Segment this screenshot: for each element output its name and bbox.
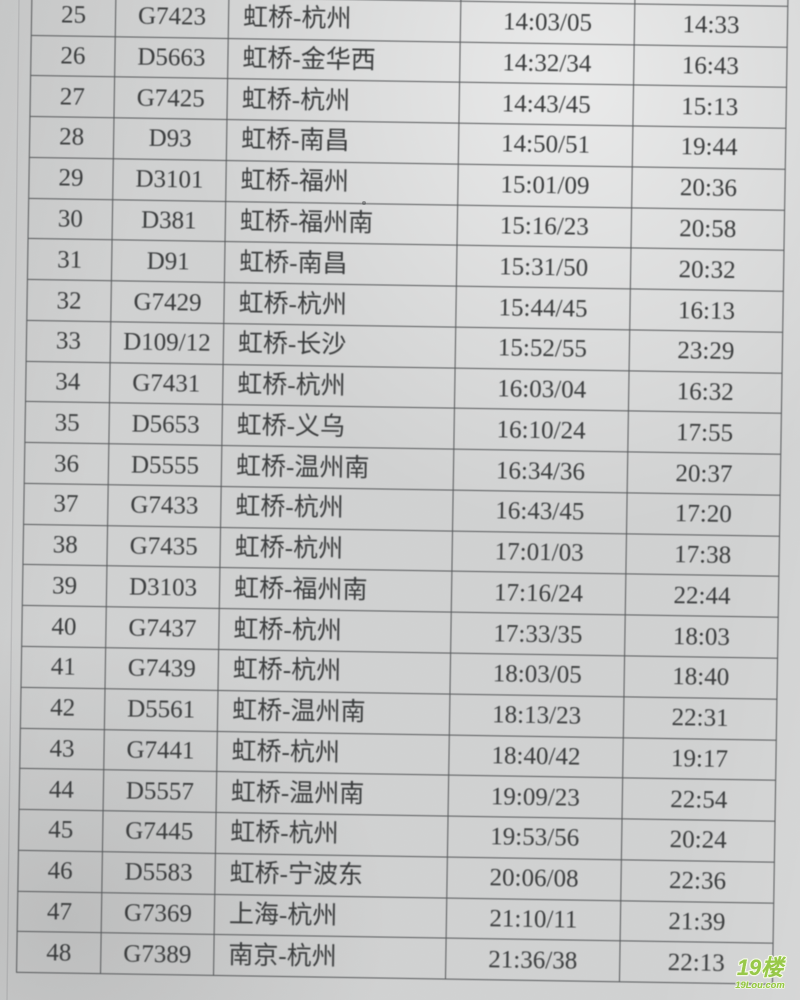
svg-text:19楼: 19楼 <box>737 955 786 980</box>
svg-text:19Lou.com: 19Lou.com <box>735 980 784 990</box>
